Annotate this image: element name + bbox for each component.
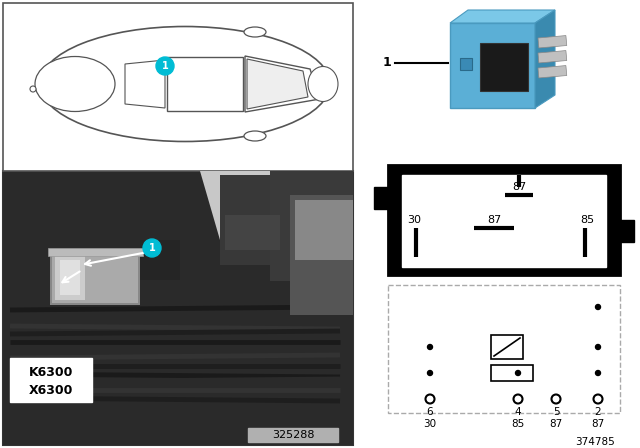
Bar: [55, 255, 85, 300]
Ellipse shape: [308, 66, 338, 102]
Circle shape: [156, 57, 174, 75]
Text: 30: 30: [407, 215, 421, 225]
Circle shape: [552, 395, 561, 404]
Bar: [50, 250, 140, 305]
Text: 87: 87: [487, 215, 501, 225]
Text: 30: 30: [424, 419, 436, 429]
Bar: [10, 358, 92, 402]
Polygon shape: [125, 60, 165, 108]
Circle shape: [513, 395, 522, 404]
Text: 85: 85: [580, 215, 594, 225]
Bar: [450, 23, 535, 108]
Circle shape: [426, 395, 435, 404]
Bar: [3, 171, 353, 445]
Bar: [225, 215, 280, 250]
Bar: [538, 51, 567, 63]
Bar: [618, 220, 634, 242]
Text: 4: 4: [515, 407, 522, 417]
Bar: [52, 252, 138, 303]
Polygon shape: [535, 10, 555, 108]
Circle shape: [428, 345, 433, 349]
Bar: [3, 3, 353, 171]
Circle shape: [143, 239, 161, 257]
Circle shape: [595, 370, 600, 375]
Polygon shape: [247, 59, 308, 109]
Bar: [3, 171, 353, 445]
Bar: [295, 200, 353, 260]
Text: 325288: 325288: [272, 430, 314, 440]
Text: 374785: 374785: [575, 437, 615, 447]
Bar: [290, 195, 353, 315]
Text: 87: 87: [549, 419, 563, 429]
Text: K6300: K6300: [29, 366, 73, 379]
Bar: [220, 175, 290, 265]
Circle shape: [595, 345, 600, 349]
Bar: [460, 58, 472, 70]
Circle shape: [30, 86, 36, 92]
Bar: [538, 35, 567, 48]
Polygon shape: [200, 171, 353, 240]
Polygon shape: [245, 56, 320, 112]
Ellipse shape: [35, 56, 115, 112]
Bar: [491, 335, 523, 359]
Polygon shape: [167, 57, 243, 111]
Text: X6300: X6300: [29, 383, 73, 396]
Bar: [388, 165, 620, 275]
Bar: [388, 285, 620, 413]
Ellipse shape: [244, 131, 266, 141]
Text: 1: 1: [383, 56, 392, 69]
Bar: [402, 175, 606, 267]
Polygon shape: [450, 10, 555, 23]
Text: 1: 1: [162, 61, 168, 71]
Text: 5: 5: [553, 407, 559, 417]
Bar: [140, 240, 180, 280]
Bar: [48, 248, 143, 256]
Text: 1: 1: [148, 243, 156, 253]
Bar: [491, 365, 533, 381]
Bar: [374, 187, 390, 209]
Circle shape: [595, 305, 600, 310]
Text: 85: 85: [511, 419, 525, 429]
Bar: [538, 65, 567, 78]
Ellipse shape: [244, 27, 266, 37]
Bar: [248, 428, 338, 442]
Bar: [480, 43, 528, 91]
Text: 2: 2: [595, 407, 602, 417]
Circle shape: [428, 370, 433, 375]
Circle shape: [593, 395, 602, 404]
Text: 87: 87: [512, 182, 526, 192]
Circle shape: [515, 370, 520, 375]
Bar: [270, 171, 353, 281]
Ellipse shape: [40, 26, 330, 142]
Bar: [60, 260, 80, 295]
Text: 87: 87: [591, 419, 605, 429]
Text: 6: 6: [427, 407, 433, 417]
